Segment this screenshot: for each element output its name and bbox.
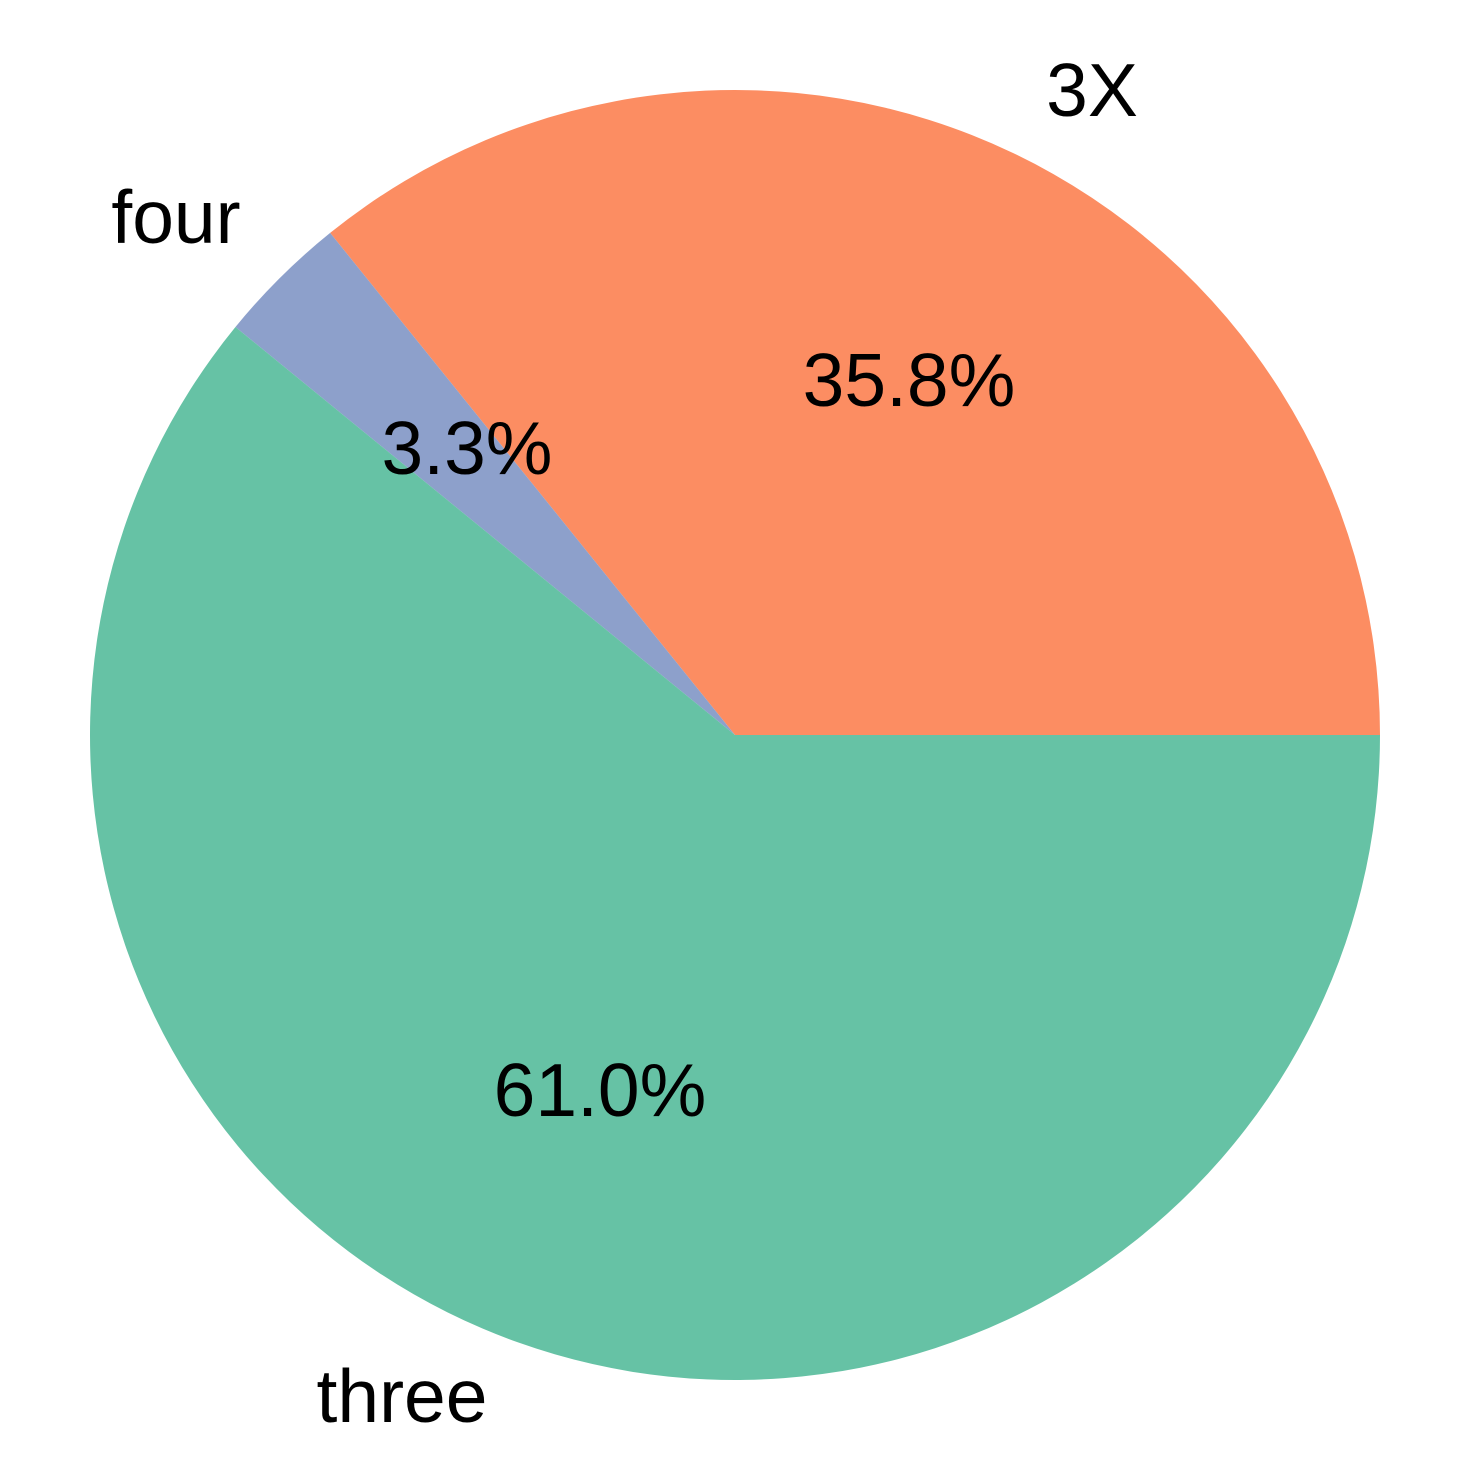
svg-text:3X: 3X — [1046, 48, 1138, 132]
svg-text:four: four — [111, 175, 240, 259]
svg-text:35.8%: 35.8% — [803, 338, 1016, 422]
svg-text:61.0%: 61.0% — [494, 1048, 707, 1132]
svg-text:three: three — [317, 1354, 488, 1438]
svg-text:3.3%: 3.3% — [382, 406, 553, 490]
